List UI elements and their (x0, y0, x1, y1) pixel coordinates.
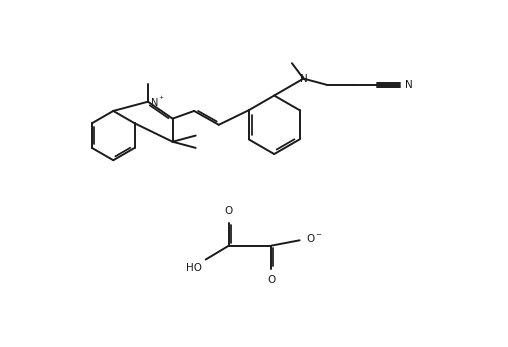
Text: N: N (300, 74, 307, 84)
Text: N: N (405, 80, 413, 90)
Text: O$^-$: O$^-$ (306, 232, 323, 244)
Text: $^+$: $^+$ (157, 94, 165, 103)
Text: N: N (151, 98, 158, 108)
Text: HO: HO (186, 263, 202, 273)
Text: O: O (225, 206, 233, 217)
Text: O: O (267, 275, 275, 285)
